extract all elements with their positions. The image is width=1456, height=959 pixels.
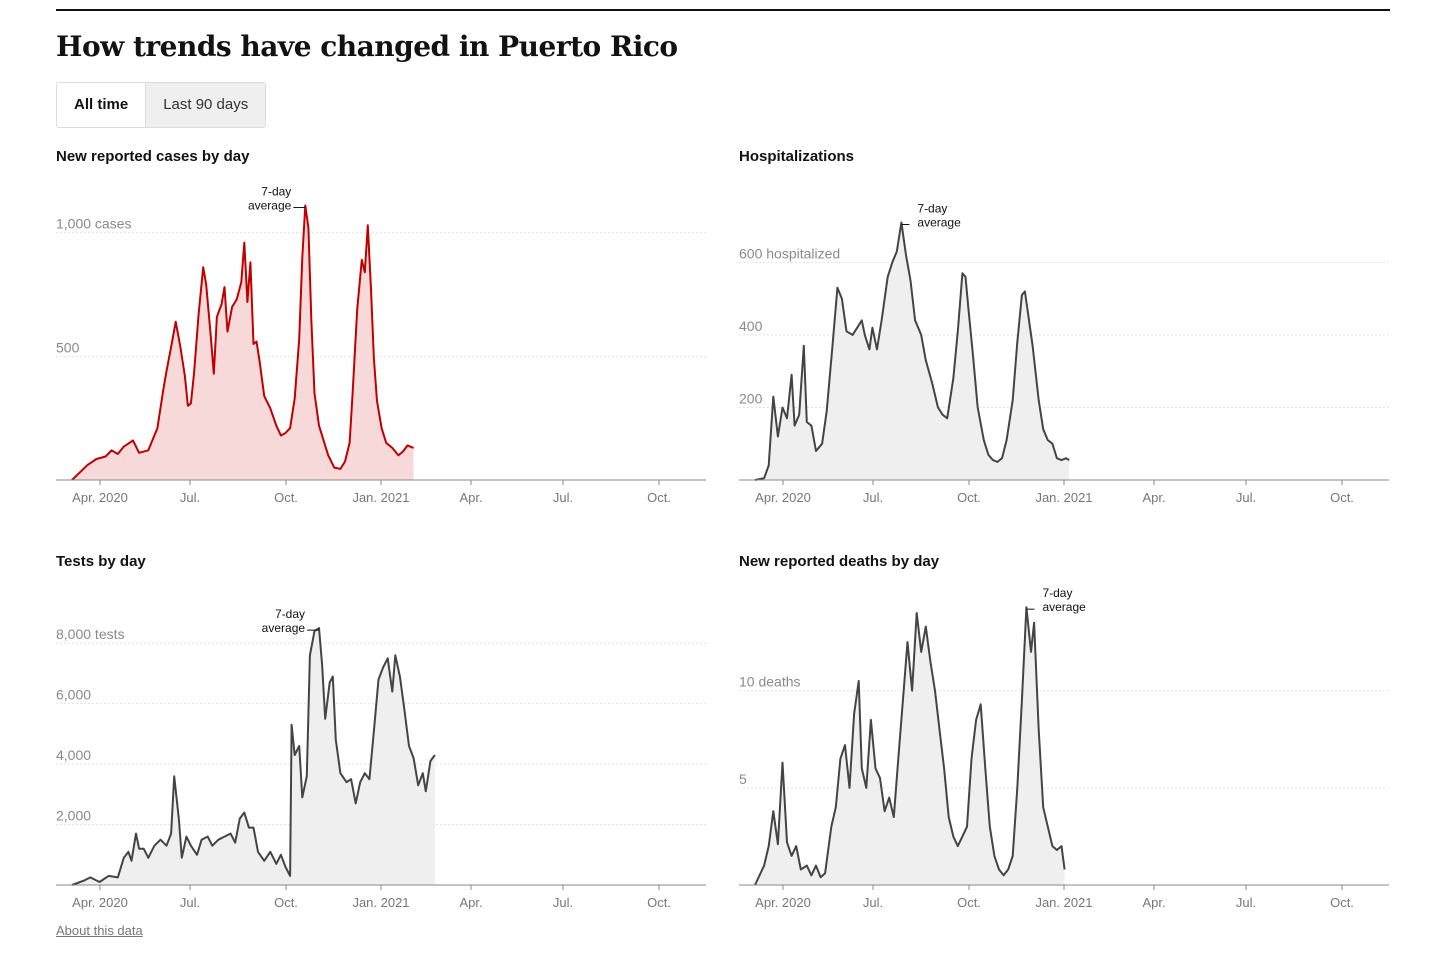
x-tick-label: Apr. 2020 <box>72 895 128 910</box>
tests-chart-panel: Tests by day 2,000 4,000 6,000 8,000 tests A… <box>56 553 706 933</box>
x-tick-label: Oct. <box>647 895 671 910</box>
deaths-chart-panel: New reported deaths by day 5 10 deaths Apr… <box>739 553 1389 933</box>
time-range-toggle: All time Last 90 days <box>56 82 267 128</box>
series-area <box>755 222 1070 480</box>
x-tick-label: Apr. 2020 <box>755 490 811 505</box>
x-tick-label: Jan. 2021 <box>1035 490 1092 505</box>
x-tick-label: Apr. <box>1142 490 1165 505</box>
annotation-label: average <box>917 216 961 230</box>
x-tick-label: Jan. 2021 <box>352 490 409 505</box>
series-area <box>72 205 414 480</box>
y-tick-label: 500 <box>56 339 80 355</box>
y-tick-label: 1,000 cases <box>56 216 132 232</box>
x-tick-label: Jul. <box>1236 490 1256 505</box>
y-tick-label: 5 <box>739 771 747 787</box>
x-tick-label: Apr. 2020 <box>755 895 811 910</box>
y-tick-label: 400 <box>739 318 763 334</box>
y-tick-label: 600 hospitalized <box>739 245 840 261</box>
annotation-label: 7-day <box>261 185 291 199</box>
deaths-chart: 5 10 deaths Apr. 2020 Jul. Oct. Jan. 2021 Apr.… <box>739 586 1389 910</box>
chart-title: New reported cases by day <box>56 148 250 165</box>
x-tick-label: Oct. <box>957 895 981 910</box>
y-tick-label: 200 <box>739 390 763 406</box>
series-area <box>72 628 435 885</box>
top-rule <box>56 9 1390 11</box>
y-tick-label: 8,000 tests <box>56 626 125 642</box>
y-tick-label: 10 deaths <box>739 674 801 690</box>
chart-title: New reported deaths by day <box>739 553 940 570</box>
tests-chart: 2,000 4,000 6,000 8,000 tests Apr. 2020 Jul. O… <box>56 607 706 910</box>
last-90-days-button[interactable]: Last 90 days <box>146 83 266 127</box>
series-line <box>71 204 414 481</box>
cases-chart: 500 1,000 cases Apr. 2020 Jul. Oct. Jan. 2021… <box>56 185 706 505</box>
x-tick-label: Apr. <box>1142 895 1165 910</box>
annotation-label: 7-day <box>275 607 305 621</box>
about-data-link[interactable]: About this data <box>56 923 143 938</box>
all-time-button[interactable]: All time <box>57 83 147 127</box>
y-tick-label: 2,000 <box>56 808 91 824</box>
series-line <box>754 221 1070 481</box>
x-tick-label: Jul. <box>1236 895 1256 910</box>
x-tick-label: Oct. <box>274 490 298 505</box>
annotation-label: average <box>262 621 306 635</box>
x-tick-label: Jul. <box>553 490 573 505</box>
x-tick-label: Oct. <box>647 490 671 505</box>
annotation-label: 7-day <box>917 202 947 216</box>
x-tick-label: Jul. <box>180 490 200 505</box>
annotation-label: 7-day <box>1042 586 1072 600</box>
x-tick-label: Jan. 2021 <box>352 895 409 910</box>
series-area <box>755 607 1065 885</box>
chart-title: Hospitalizations <box>739 148 855 165</box>
chart-title: Tests by day <box>56 553 146 570</box>
y-tick-label: 6,000 <box>56 687 91 703</box>
series-line <box>754 606 1066 886</box>
x-tick-label: Jul. <box>553 895 573 910</box>
x-tick-label: Oct. <box>957 490 981 505</box>
hospitalizations-chart-panel: Hospitalizations 200 400 600 hospitalized A… <box>739 148 1389 528</box>
annotation-label: average <box>248 199 292 213</box>
x-tick-label: Apr. 2020 <box>72 490 128 505</box>
cases-chart-panel: New reported cases by day 500 1,000 cases… <box>56 148 706 528</box>
x-tick-label: Jul. <box>863 895 883 910</box>
x-tick-label: Oct. <box>274 895 298 910</box>
x-tick-label: Jan. 2021 <box>1035 895 1092 910</box>
y-tick-label: 4,000 <box>56 747 91 763</box>
x-tick-label: Oct. <box>1330 895 1354 910</box>
series-line <box>71 627 436 886</box>
x-tick-label: Apr. <box>459 490 482 505</box>
hospitalizations-chart: 200 400 600 hospitalized Apr. 2020 Jul. Oct. J… <box>739 202 1389 505</box>
page-title: How trends have changed in Puerto Rico <box>56 30 678 63</box>
x-tick-label: Oct. <box>1330 490 1354 505</box>
x-tick-label: Jul. <box>863 490 883 505</box>
annotation-label: average <box>1042 600 1086 614</box>
x-tick-label: Jul. <box>180 895 200 910</box>
x-tick-label: Apr. <box>459 895 482 910</box>
